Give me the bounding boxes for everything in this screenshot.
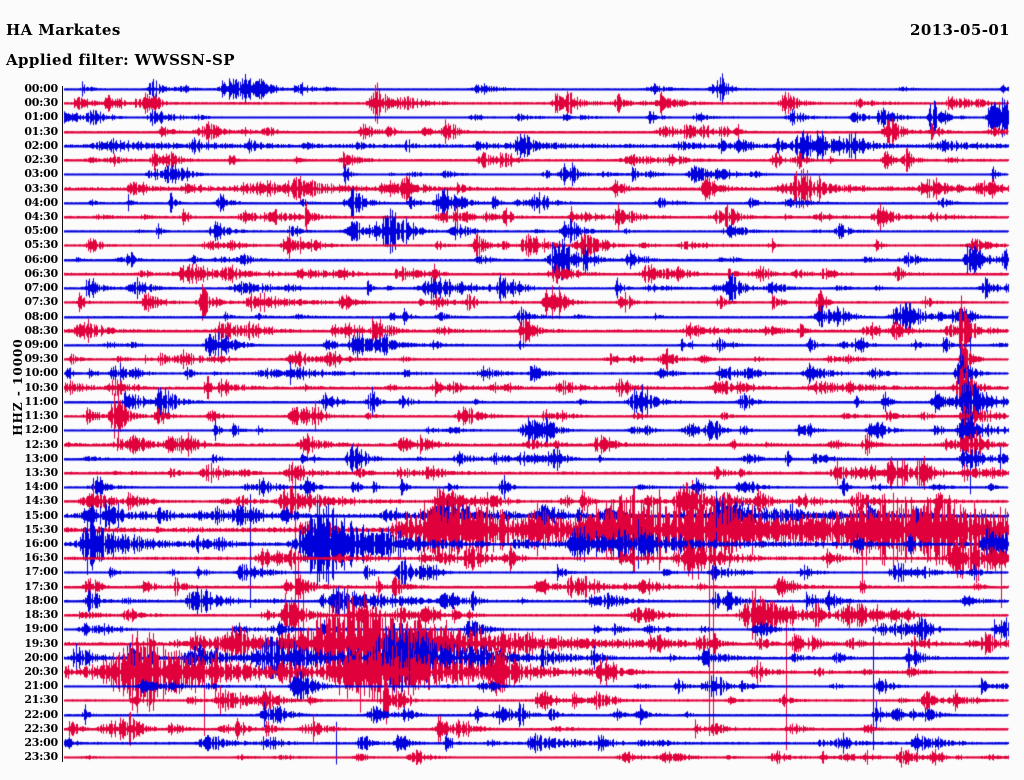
time-label-0300: 03:00: [24, 167, 58, 181]
time-label-1330: 13:30: [24, 465, 58, 479]
time-label-1300: 13:00: [24, 451, 58, 465]
time-label-0230: 02:30: [24, 153, 58, 167]
time-label-1800: 18:00: [24, 593, 58, 607]
time-label-0600: 06:00: [24, 252, 58, 266]
time-label-1230: 12:30: [24, 437, 58, 451]
time-label-1600: 16:00: [24, 537, 58, 551]
time-label-0500: 05:00: [24, 224, 58, 238]
time-label-0830: 08:30: [24, 323, 58, 337]
time-label-0930: 09:30: [24, 352, 58, 366]
time-label-0130: 01:30: [24, 124, 58, 138]
plot-left-border: [62, 86, 63, 762]
time-label-1930: 19:30: [24, 636, 58, 650]
time-label-1130: 11:30: [24, 409, 58, 423]
time-label-2330: 23:30: [24, 750, 58, 764]
time-label-1430: 14:30: [24, 494, 58, 508]
time-axis: 00:00 00:30 01:00 01:30 02:00 02:30 03:00 03:30…: [0, 0, 62, 780]
time-label-1030: 10:30: [24, 380, 58, 394]
time-label-2130: 21:30: [24, 693, 58, 707]
time-label-2230: 22:30: [24, 721, 58, 735]
time-label-0430: 04:30: [24, 209, 58, 223]
time-label-1400: 14:00: [24, 480, 58, 494]
time-label-0530: 05:30: [24, 238, 58, 252]
time-label-2200: 22:00: [24, 707, 58, 721]
time-label-0200: 02:00: [24, 138, 58, 152]
time-label-1000: 10:00: [24, 366, 58, 380]
time-label-1100: 11:00: [24, 394, 58, 408]
time-label-2300: 23:00: [24, 736, 58, 750]
time-label-0630: 06:30: [24, 266, 58, 280]
time-label-1830: 18:30: [24, 608, 58, 622]
time-label-1200: 12:00: [24, 423, 58, 437]
time-label-0900: 09:00: [24, 337, 58, 351]
time-label-0800: 08:00: [24, 309, 58, 323]
time-label-1900: 19:00: [24, 622, 58, 636]
time-label-0400: 04:00: [24, 195, 58, 209]
time-label-0330: 03:30: [24, 181, 58, 195]
time-label-2100: 21:00: [24, 679, 58, 693]
time-label-2030: 20:30: [24, 665, 58, 679]
time-label-1700: 17:00: [24, 565, 58, 579]
time-label-0100: 01:00: [24, 110, 58, 124]
time-label-1530: 15:30: [24, 522, 58, 536]
time-label-1500: 15:00: [24, 508, 58, 522]
time-label-0030: 00:30: [24, 96, 58, 110]
time-label-1630: 16:30: [24, 551, 58, 565]
time-label-2000: 20:00: [24, 650, 58, 664]
time-label-0730: 07:30: [24, 295, 58, 309]
time-label-1730: 17:30: [24, 579, 58, 593]
time-label-0000: 00:00: [24, 82, 58, 95]
time-label-0700: 07:00: [24, 281, 58, 295]
